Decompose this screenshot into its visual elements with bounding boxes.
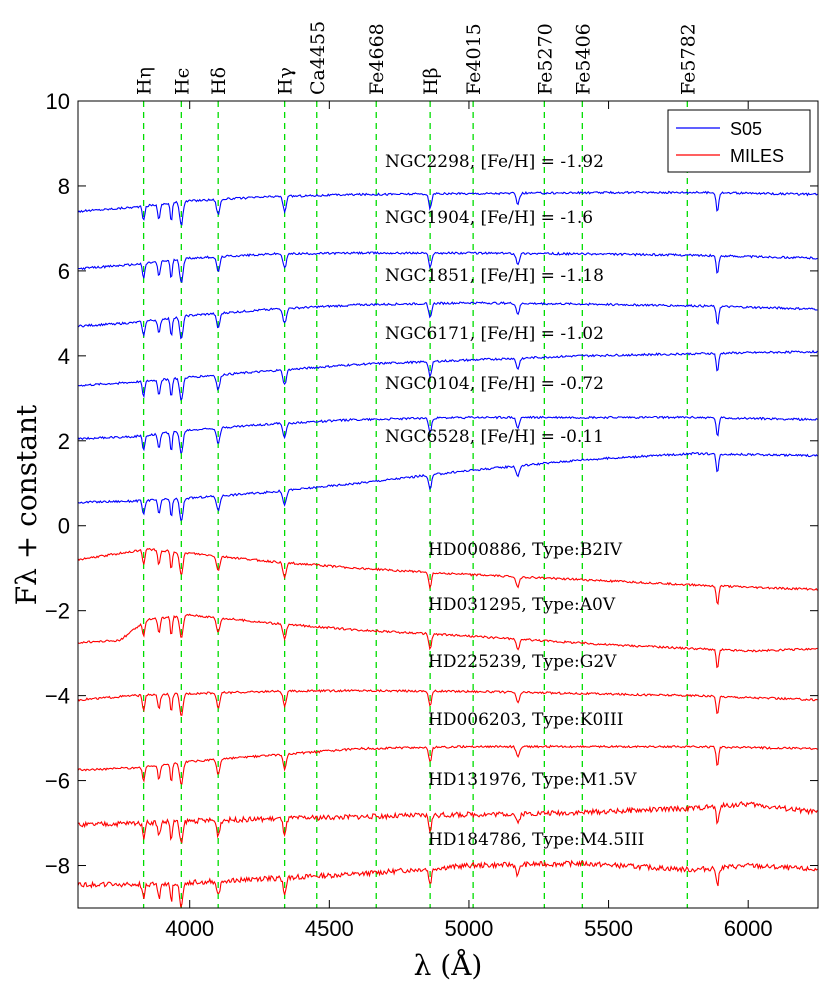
series-HD006203 xyxy=(78,744,818,785)
axes: 4000 4500 5000 5500 6000 −8 −6 −4 −2 0 2 4 6 8 10 xyxy=(45,89,819,941)
ref-line-label-9: Fe5406 xyxy=(572,23,594,95)
ref-line-label-4: Ca4455 xyxy=(307,21,329,95)
series-label-NGC6528: NGC6528, [Fe/H] = -0.11 xyxy=(385,427,604,447)
series-label-HD131976: HD131976, Type:M1.5V xyxy=(428,770,637,790)
series-label-NGC2298: NGC2298, [Fe/H] = -1.92 xyxy=(385,152,604,172)
y-tick-label-4: 0 xyxy=(58,514,70,539)
x-tick-label-3: 5500 xyxy=(584,916,633,941)
x-axis-title: λ (Å) xyxy=(414,949,483,982)
y-tick-label-1: −6 xyxy=(45,769,70,794)
y-tick-label-2: −4 xyxy=(45,684,70,709)
series-HD184786 xyxy=(78,859,818,908)
y-tick-label-5: 2 xyxy=(58,429,70,454)
series-label-NGC6171: NGC6171, [Fe/H] = -1.02 xyxy=(385,324,604,344)
ref-line-label-1: Hϵ xyxy=(171,68,193,95)
legend-label-miles: MILES xyxy=(730,146,784,166)
legend: S05 MILES xyxy=(667,109,811,173)
y-tick-label-9: 10 xyxy=(46,89,70,114)
series-NGC0104 xyxy=(78,415,818,454)
series-label-NGC1904: NGC1904, [Fe/H] = -1.6 xyxy=(385,208,593,228)
series-HD131976 xyxy=(78,801,818,844)
spectrum-labels: NGC2298, [Fe/H] = -1.92 NGC1904, [Fe/H] =… xyxy=(385,152,644,850)
series-label-HD006203: HD006203, Type:K0III xyxy=(428,710,623,730)
y-tick-label-3: −2 xyxy=(45,599,70,624)
ref-line-label-7: Fe4015 xyxy=(463,23,485,95)
ref-line-label-0: Hη xyxy=(134,67,156,95)
y-tick-label-6: 4 xyxy=(58,344,70,369)
series-NGC6528 xyxy=(78,451,818,521)
series-NGC2298 xyxy=(78,190,818,226)
series-layer xyxy=(78,190,818,908)
series-NGC1904 xyxy=(78,251,818,284)
y-tick-label-8: 8 xyxy=(58,174,70,199)
x-tick-label-0: 4000 xyxy=(165,916,214,941)
series-HD031295 xyxy=(78,613,818,669)
ref-line-label-6: Hβ xyxy=(420,67,442,95)
series-HD000886 xyxy=(78,547,818,606)
series-label-NGC1851: NGC1851, [Fe/H] = -1.18 xyxy=(385,266,604,286)
series-NGC6171 xyxy=(78,349,818,401)
ref-line-label-3: Hγ xyxy=(275,67,297,95)
series-NGC1851 xyxy=(78,301,818,340)
legend-box xyxy=(667,109,811,173)
series-label-NGC0104: NGC0104, [Fe/H] = -0.72 xyxy=(385,374,604,394)
reference-lines xyxy=(142,101,688,908)
legend-label-s05: S05 xyxy=(730,119,762,139)
ref-line-label-10: Fe5782 xyxy=(677,23,699,95)
series-label-HD031295: HD031295, Type:A0V xyxy=(428,595,616,615)
y-tick-label-0: −8 xyxy=(45,854,70,879)
y-tick-label-7: 6 xyxy=(58,259,70,284)
x-tick-label-1: 4500 xyxy=(305,916,354,941)
series-HD225239 xyxy=(78,688,818,716)
line-labels: Hη Hϵ Hδ Hγ Ca4455 Fe4668 Hβ Fe4015 Fe5270 Fe5406… xyxy=(134,21,700,95)
ref-line-label-8: Fe5270 xyxy=(534,23,556,95)
ref-line-label-2: Hδ xyxy=(208,67,230,95)
series-label-HD225239: HD225239, Type:G2V xyxy=(428,652,617,672)
series-label-HD000886: HD000886, Type:B2IV xyxy=(428,540,623,560)
y-axis-title: Fλ + constant xyxy=(10,404,43,605)
plot-frame xyxy=(77,100,819,909)
x-tick-label-2: 5000 xyxy=(444,916,493,941)
ref-line-label-5: Fe4668 xyxy=(366,23,388,95)
x-tick-label-4: 6000 xyxy=(724,916,773,941)
series-label-HD184786: HD184786, Type:M4.5III xyxy=(428,830,644,850)
